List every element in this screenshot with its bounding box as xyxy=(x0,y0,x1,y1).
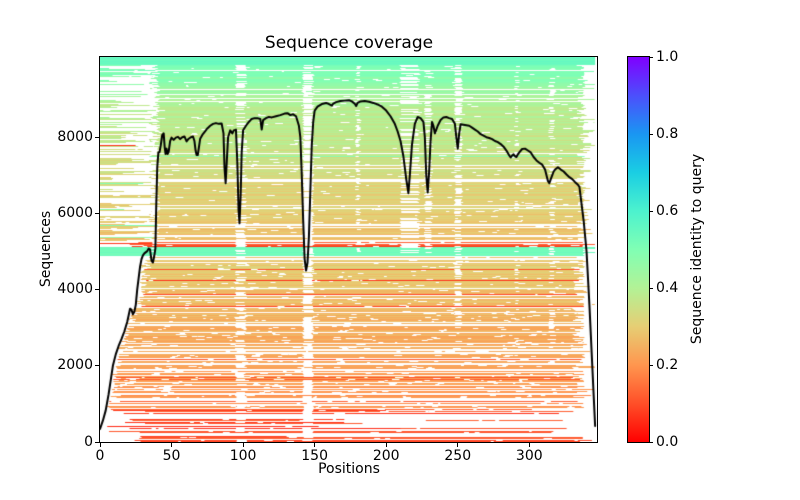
colorbar-tick-mark xyxy=(649,133,653,135)
x-tick-label: 250 xyxy=(444,448,472,464)
x-tick-mark xyxy=(171,443,173,447)
colorbar-gradient xyxy=(627,56,650,443)
colorbar-tick-mark xyxy=(649,210,653,212)
y-tick-label: 2000 xyxy=(57,357,93,374)
y-tick-label: 4000 xyxy=(57,281,93,298)
colorbar-tick-label: 1.0 xyxy=(656,48,679,65)
colorbar-tick-label: 0.6 xyxy=(656,202,679,219)
x-axis-label: Positions xyxy=(318,461,380,477)
colorbar-tick-mark xyxy=(649,287,653,289)
x-tick-mark xyxy=(528,443,530,447)
x-tick-label: 300 xyxy=(515,448,543,464)
colorbar-tick-label: 0.4 xyxy=(656,279,679,296)
chart-title: Sequence coverage xyxy=(264,33,434,53)
y-tick-mark xyxy=(95,212,99,214)
y-tick-label: 8000 xyxy=(57,128,93,145)
y-tick-label: 6000 xyxy=(57,204,93,221)
colorbar-tick-label: 0.0 xyxy=(656,433,679,450)
y-tick-mark xyxy=(95,441,99,443)
y-tick-mark xyxy=(95,136,99,138)
colorbar-tick-mark xyxy=(649,56,653,58)
colorbar-tick-mark xyxy=(649,364,653,366)
x-tick-label: 100 xyxy=(229,448,257,464)
x-tick-label: 0 xyxy=(95,448,105,464)
colorbar-tick-label: 0.8 xyxy=(656,125,679,142)
x-tick-mark xyxy=(99,443,101,447)
x-tick-mark xyxy=(314,443,316,447)
x-tick-mark xyxy=(242,443,244,447)
sequence-coverage-plot-canvas xyxy=(100,57,597,442)
x-tick-label: 200 xyxy=(372,448,400,464)
y-tick-mark xyxy=(95,365,99,367)
colorbar-label: Sequence identity to query xyxy=(689,153,705,345)
y-tick-mark xyxy=(95,289,99,291)
y-axis-label: Sequences xyxy=(38,210,54,288)
plot-area xyxy=(99,56,598,443)
x-tick-label: 50 xyxy=(162,448,181,464)
colorbar-tick-label: 0.2 xyxy=(656,356,679,373)
x-tick-label: 150 xyxy=(301,448,328,464)
colorbar-tick-mark xyxy=(649,441,653,443)
x-tick-mark xyxy=(385,443,387,447)
x-tick-mark xyxy=(457,443,459,447)
y-tick-label: 0 xyxy=(84,433,93,450)
